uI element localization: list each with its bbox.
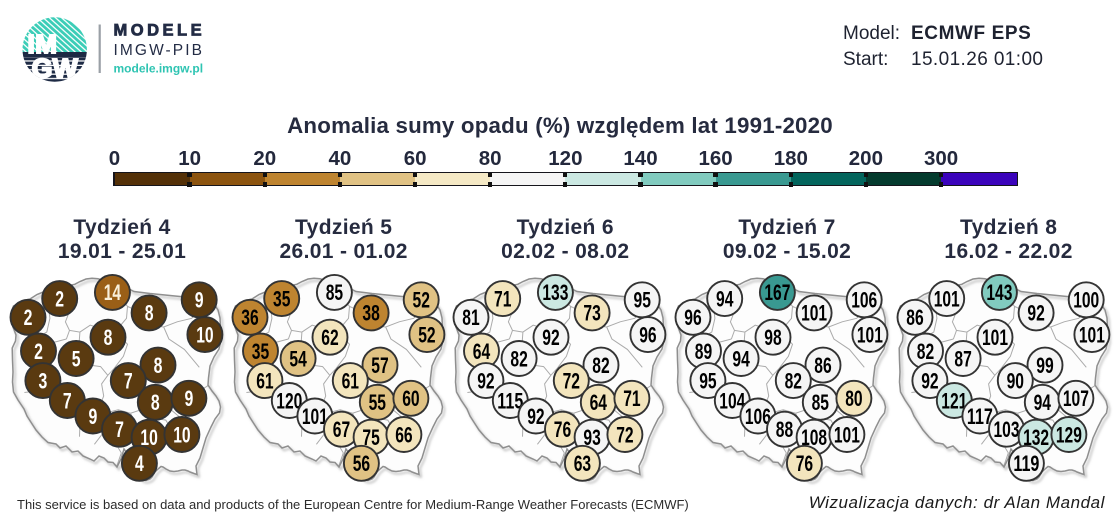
svg-text:55: 55 bbox=[368, 390, 385, 415]
svg-text:8: 8 bbox=[104, 325, 113, 350]
svg-text:119: 119 bbox=[1013, 451, 1039, 476]
svg-text:10: 10 bbox=[173, 422, 190, 447]
svg-text:GW: GW bbox=[32, 54, 79, 84]
svg-text:82: 82 bbox=[593, 353, 610, 378]
svg-text:90: 90 bbox=[1006, 368, 1023, 393]
svg-text:94: 94 bbox=[1033, 390, 1050, 415]
svg-text:3: 3 bbox=[39, 368, 48, 393]
svg-text:101: 101 bbox=[857, 322, 883, 347]
svg-text:85: 85 bbox=[812, 390, 829, 415]
svg-text:8: 8 bbox=[145, 301, 154, 326]
svg-text:5: 5 bbox=[72, 346, 81, 371]
svg-text:95: 95 bbox=[634, 288, 651, 313]
svg-text:101: 101 bbox=[982, 325, 1008, 350]
svg-text:36: 36 bbox=[241, 305, 258, 330]
svg-text:76: 76 bbox=[796, 451, 813, 476]
svg-text:101: 101 bbox=[302, 404, 328, 429]
svg-text:81: 81 bbox=[463, 305, 480, 330]
svg-text:63: 63 bbox=[574, 451, 591, 476]
svg-text:92: 92 bbox=[477, 368, 494, 393]
svg-text:99: 99 bbox=[1036, 353, 1053, 378]
svg-text:9: 9 bbox=[185, 386, 194, 411]
svg-text:2: 2 bbox=[24, 305, 33, 330]
svg-text:62: 62 bbox=[321, 325, 338, 350]
svg-text:94: 94 bbox=[732, 346, 749, 371]
svg-text:117: 117 bbox=[966, 404, 992, 429]
svg-text:103: 103 bbox=[993, 417, 1019, 442]
svg-text:94: 94 bbox=[716, 286, 733, 311]
svg-text:56: 56 bbox=[352, 451, 369, 476]
svg-text:92: 92 bbox=[1027, 301, 1044, 326]
svg-text:52: 52 bbox=[418, 322, 435, 347]
svg-text:14: 14 bbox=[104, 280, 121, 305]
svg-text:101: 101 bbox=[1078, 322, 1104, 347]
svg-text:133: 133 bbox=[543, 280, 569, 305]
svg-text:92: 92 bbox=[527, 404, 544, 429]
svg-text:7: 7 bbox=[124, 368, 133, 393]
svg-text:52: 52 bbox=[412, 288, 429, 313]
svg-text:60: 60 bbox=[402, 386, 419, 411]
svg-text:54: 54 bbox=[289, 346, 306, 371]
svg-text:87: 87 bbox=[954, 346, 971, 371]
svg-text:8: 8 bbox=[151, 390, 160, 415]
svg-text:72: 72 bbox=[563, 368, 580, 393]
svg-text:61: 61 bbox=[341, 368, 358, 393]
svg-text:38: 38 bbox=[362, 301, 379, 326]
svg-text:8: 8 bbox=[154, 353, 163, 378]
svg-text:85: 85 bbox=[325, 280, 342, 305]
svg-text:2: 2 bbox=[34, 339, 43, 364]
svg-text:66: 66 bbox=[395, 422, 412, 447]
svg-text:98: 98 bbox=[764, 325, 781, 350]
svg-text:10: 10 bbox=[140, 425, 157, 450]
svg-text:57: 57 bbox=[371, 353, 388, 378]
svg-text:92: 92 bbox=[921, 368, 938, 393]
svg-text:4: 4 bbox=[135, 451, 144, 476]
svg-text:67: 67 bbox=[332, 417, 349, 442]
svg-text:100: 100 bbox=[1073, 288, 1099, 313]
svg-text:80: 80 bbox=[845, 386, 862, 411]
svg-text:101: 101 bbox=[801, 301, 827, 326]
svg-text:35: 35 bbox=[251, 339, 268, 364]
svg-text:82: 82 bbox=[785, 368, 802, 393]
svg-text:71: 71 bbox=[623, 386, 640, 411]
svg-text:64: 64 bbox=[590, 390, 607, 415]
svg-text:96: 96 bbox=[684, 305, 701, 330]
svg-text:96: 96 bbox=[639, 322, 656, 347]
svg-text:82: 82 bbox=[511, 346, 528, 371]
svg-text:IMGW-PIB: IMGW-PIB bbox=[114, 42, 205, 59]
svg-text:101: 101 bbox=[933, 286, 959, 311]
svg-text:92: 92 bbox=[543, 325, 560, 350]
svg-text:129: 129 bbox=[1055, 422, 1081, 447]
svg-text:61: 61 bbox=[256, 368, 273, 393]
svg-text:7: 7 bbox=[115, 417, 124, 442]
svg-text:106: 106 bbox=[851, 288, 877, 313]
svg-text:IM: IM bbox=[28, 29, 58, 59]
svg-text:107: 107 bbox=[1062, 386, 1088, 411]
svg-text:82: 82 bbox=[916, 339, 933, 364]
svg-text:75: 75 bbox=[362, 425, 379, 450]
svg-text:71: 71 bbox=[494, 286, 511, 311]
svg-text:MODELE: MODELE bbox=[114, 22, 206, 40]
svg-text:72: 72 bbox=[616, 422, 633, 447]
svg-text:86: 86 bbox=[814, 353, 831, 378]
svg-text:89: 89 bbox=[695, 339, 712, 364]
svg-text:86: 86 bbox=[906, 305, 923, 330]
svg-text:2: 2 bbox=[55, 286, 64, 311]
svg-text:106: 106 bbox=[745, 404, 771, 429]
svg-text:9: 9 bbox=[89, 404, 98, 429]
svg-text:7: 7 bbox=[63, 388, 72, 413]
svg-text:143: 143 bbox=[986, 280, 1012, 305]
svg-text:10: 10 bbox=[196, 322, 213, 347]
svg-text:64: 64 bbox=[473, 339, 490, 364]
svg-text:167: 167 bbox=[764, 280, 790, 305]
svg-text:93: 93 bbox=[584, 425, 601, 450]
svg-text:73: 73 bbox=[584, 301, 601, 326]
svg-text:95: 95 bbox=[699, 368, 716, 393]
svg-text:76: 76 bbox=[554, 417, 571, 442]
svg-text:35: 35 bbox=[273, 286, 290, 311]
svg-text:88: 88 bbox=[776, 417, 793, 442]
svg-text:101: 101 bbox=[834, 422, 860, 447]
svg-text:modele.imgw.pl: modele.imgw.pl bbox=[114, 62, 204, 76]
svg-text:9: 9 bbox=[195, 288, 204, 313]
